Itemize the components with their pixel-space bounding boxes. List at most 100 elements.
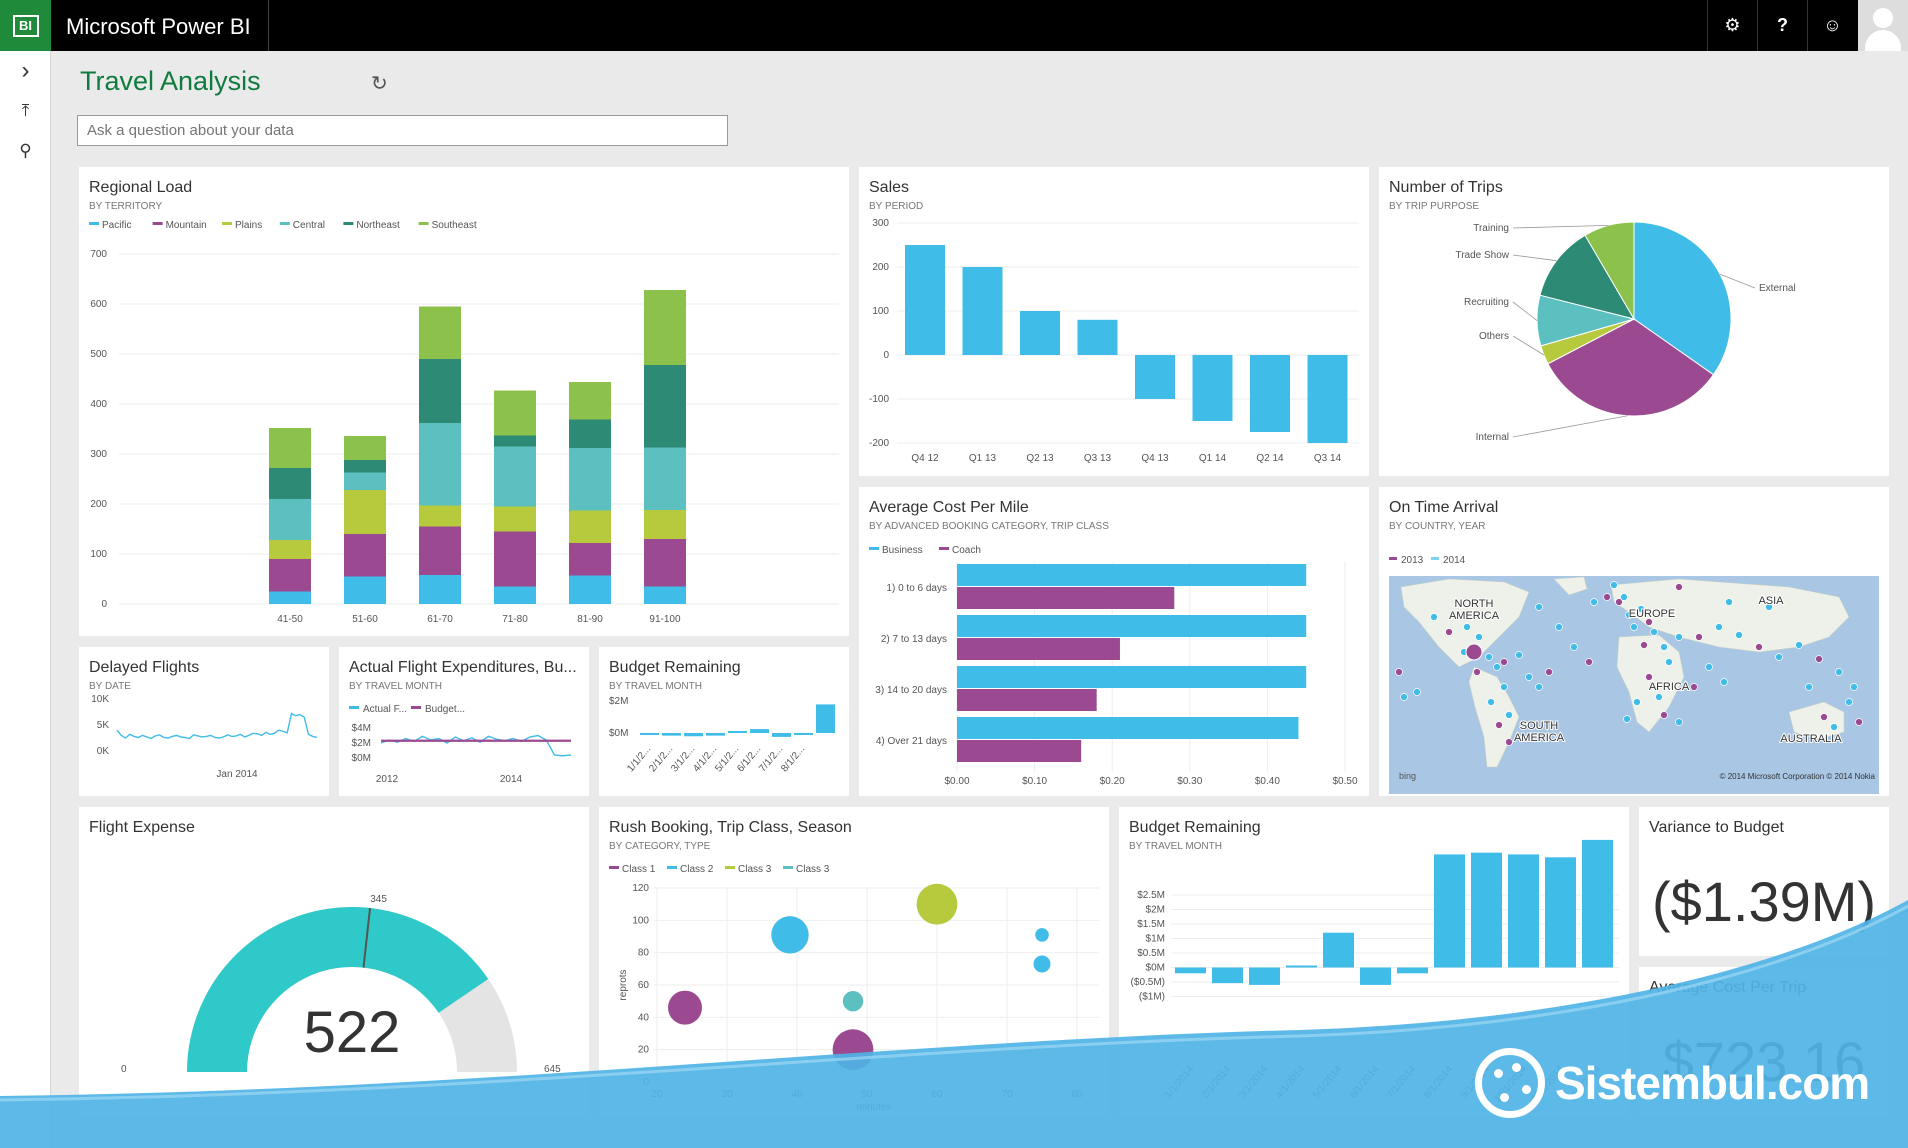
map-dot bbox=[1660, 711, 1668, 719]
divider bbox=[268, 0, 269, 51]
y-tick-label: 200 bbox=[872, 262, 889, 273]
smiley-icon[interactable]: ☺ bbox=[1807, 0, 1857, 51]
map-dot bbox=[1645, 673, 1653, 681]
leader-line bbox=[1512, 301, 1538, 321]
legend-label: 2014 bbox=[1443, 555, 1466, 566]
bar-segment bbox=[344, 490, 386, 534]
map-dot bbox=[1430, 613, 1438, 621]
bar bbox=[905, 245, 945, 355]
legend-label: Class 1 bbox=[622, 864, 656, 875]
bar-segment bbox=[344, 460, 386, 473]
tile-regional-load[interactable]: Regional Load BY TERRITORY Pacific Mounta… bbox=[79, 167, 849, 636]
tile-variance-to-budget[interactable]: Variance to Budget ($1.39M) bbox=[1639, 807, 1889, 956]
scatter-point bbox=[916, 883, 958, 925]
y-tick-label: 4) Over 21 days bbox=[876, 736, 947, 747]
user-avatar[interactable] bbox=[1858, 0, 1908, 51]
help-icon[interactable]: ? bbox=[1757, 0, 1807, 51]
map-dot bbox=[1445, 628, 1453, 636]
map-dot bbox=[1633, 698, 1641, 706]
bar bbox=[1471, 852, 1502, 968]
tile-on-time-arrival[interactable]: On Time Arrival BY COUNTRY, YEAR 2013 201… bbox=[1379, 487, 1889, 796]
bar bbox=[957, 638, 1120, 660]
y-tick-label: 0K bbox=[97, 746, 110, 757]
map-dot-large bbox=[1465, 643, 1483, 661]
tile-number-of-trips[interactable]: Number of Trips BY TRIP PURPOSE External… bbox=[1379, 167, 1889, 476]
tile-subtitle: BY TERRITORY bbox=[89, 201, 163, 212]
x-tick-label: 8/1/2014 bbox=[1422, 1064, 1456, 1101]
pie-slice bbox=[1584, 221, 1635, 321]
actual-expenditures-chart: Actual F... Budget... $4M $2M $0M 2012 2014 bbox=[349, 704, 572, 785]
x-tick-label: 5/1/2014 bbox=[1311, 1064, 1345, 1101]
variance-value: ($1.39M) bbox=[1651, 870, 1877, 933]
continent-label: ASIA bbox=[1758, 595, 1784, 607]
legend-label: Central bbox=[293, 220, 325, 231]
tile-title: Rush Booking, Trip Class, Season bbox=[609, 819, 852, 836]
tile-title: Average Cost Per Trip bbox=[1649, 979, 1807, 996]
bar-segment bbox=[419, 505, 461, 527]
map-dot bbox=[1637, 605, 1645, 613]
bar-segment bbox=[644, 290, 686, 365]
gauge-value: 522 bbox=[304, 1000, 401, 1065]
x-tick-label: 2/1/2014 bbox=[1200, 1064, 1234, 1101]
top-bar: BI Microsoft Power BI ⚙ ? ☺ bbox=[0, 0, 1908, 51]
bar bbox=[1175, 967, 1206, 974]
tile-budget-remaining-small[interactable]: Budget Remaining BY TRAVEL MONTH $2M $0M 1… bbox=[599, 647, 849, 796]
tile-subtitle: BY TRIP PURPOSE bbox=[1389, 201, 1480, 212]
bar-segment bbox=[494, 435, 536, 447]
map-dot bbox=[1640, 641, 1648, 649]
tile-actual-flight-expenditures[interactable]: Actual Flight Expenditures, Bu... BY TRA… bbox=[339, 647, 589, 796]
y-tick-label: 120 bbox=[632, 883, 649, 894]
bar bbox=[1360, 967, 1391, 985]
search-icon[interactable]: ⚲ bbox=[19, 141, 32, 160]
tile-rush-booking[interactable]: Rush Booking, Trip Class, Season BY CATE… bbox=[599, 807, 1109, 1116]
bar bbox=[962, 267, 1003, 355]
x-tick-label: 8/1/2... bbox=[779, 744, 807, 774]
expand-icon[interactable]: › bbox=[21, 57, 30, 84]
x-tick-label: Q4 13 bbox=[1141, 453, 1169, 464]
bar bbox=[957, 564, 1307, 586]
legend-label: Plains bbox=[235, 220, 262, 231]
x-tick-label: 30 bbox=[721, 1089, 733, 1100]
legend-swatch bbox=[222, 222, 232, 225]
tile-average-cost-per-mile[interactable]: Average Cost Per Mile BY ADVANCED BOOKIN… bbox=[859, 487, 1369, 796]
y-tick-label: $2.5M bbox=[1137, 890, 1165, 901]
y-tick-label: 40 bbox=[638, 1012, 650, 1023]
tile-title: Budget Remaining bbox=[609, 659, 741, 676]
power-bi-logo[interactable]: BI bbox=[0, 0, 51, 51]
slice-label: Others bbox=[1479, 331, 1509, 342]
map-dot bbox=[1850, 683, 1858, 691]
map-dot bbox=[1675, 718, 1683, 726]
tile-flight-expense[interactable]: Flight Expense 345 522 0 645 bbox=[79, 807, 589, 1116]
legend-label: 2013 bbox=[1401, 555, 1424, 566]
map-dot bbox=[1645, 618, 1653, 626]
tile-title: Regional Load bbox=[89, 179, 193, 196]
series-line bbox=[380, 734, 572, 757]
map-dot bbox=[1820, 713, 1828, 721]
continent-label: NORTH bbox=[1455, 598, 1494, 610]
bar-segment bbox=[419, 526, 461, 575]
qa-question-input[interactable] bbox=[77, 115, 728, 146]
refresh-icon[interactable]: ↻ bbox=[371, 73, 388, 95]
bar-segment bbox=[269, 591, 311, 604]
tile-title: Delayed Flights bbox=[89, 659, 200, 676]
map-dot bbox=[1625, 611, 1633, 619]
legend-swatch bbox=[1389, 557, 1397, 560]
x-tick-label: 20 bbox=[651, 1089, 663, 1100]
bar bbox=[1250, 355, 1290, 432]
tile-title: Flight Expense bbox=[89, 819, 195, 836]
gear-icon[interactable]: ⚙ bbox=[1707, 0, 1757, 51]
tile-sales[interactable]: Sales BY PERIOD 300 200 100 0 -100 -200 Q4 12 Q… bbox=[859, 167, 1369, 476]
tile-delayed-flights[interactable]: Delayed Flights BY DATE 10K 5K 0K Jan 2014 bbox=[79, 647, 329, 796]
map-dot bbox=[1650, 628, 1658, 636]
y-tick-label: $2M bbox=[609, 696, 628, 707]
budget-remaining-small-chart: $2M$0M1/1/2...2/1/2...3/1/2...4/1/2...5/… bbox=[609, 696, 835, 774]
pin-icon[interactable]: ⤒ bbox=[21, 101, 30, 120]
legend-label: Budget... bbox=[425, 704, 465, 715]
gauge-target-label: 345 bbox=[370, 894, 387, 905]
tile-subtitle: BY PERIOD bbox=[869, 201, 924, 212]
map-credit: © 2014 Microsoft Corporation © 2014 Noki… bbox=[1720, 772, 1876, 781]
map-dot bbox=[1830, 723, 1838, 731]
slice-label: Trade Show bbox=[1455, 250, 1509, 261]
map-dot bbox=[1493, 663, 1501, 671]
